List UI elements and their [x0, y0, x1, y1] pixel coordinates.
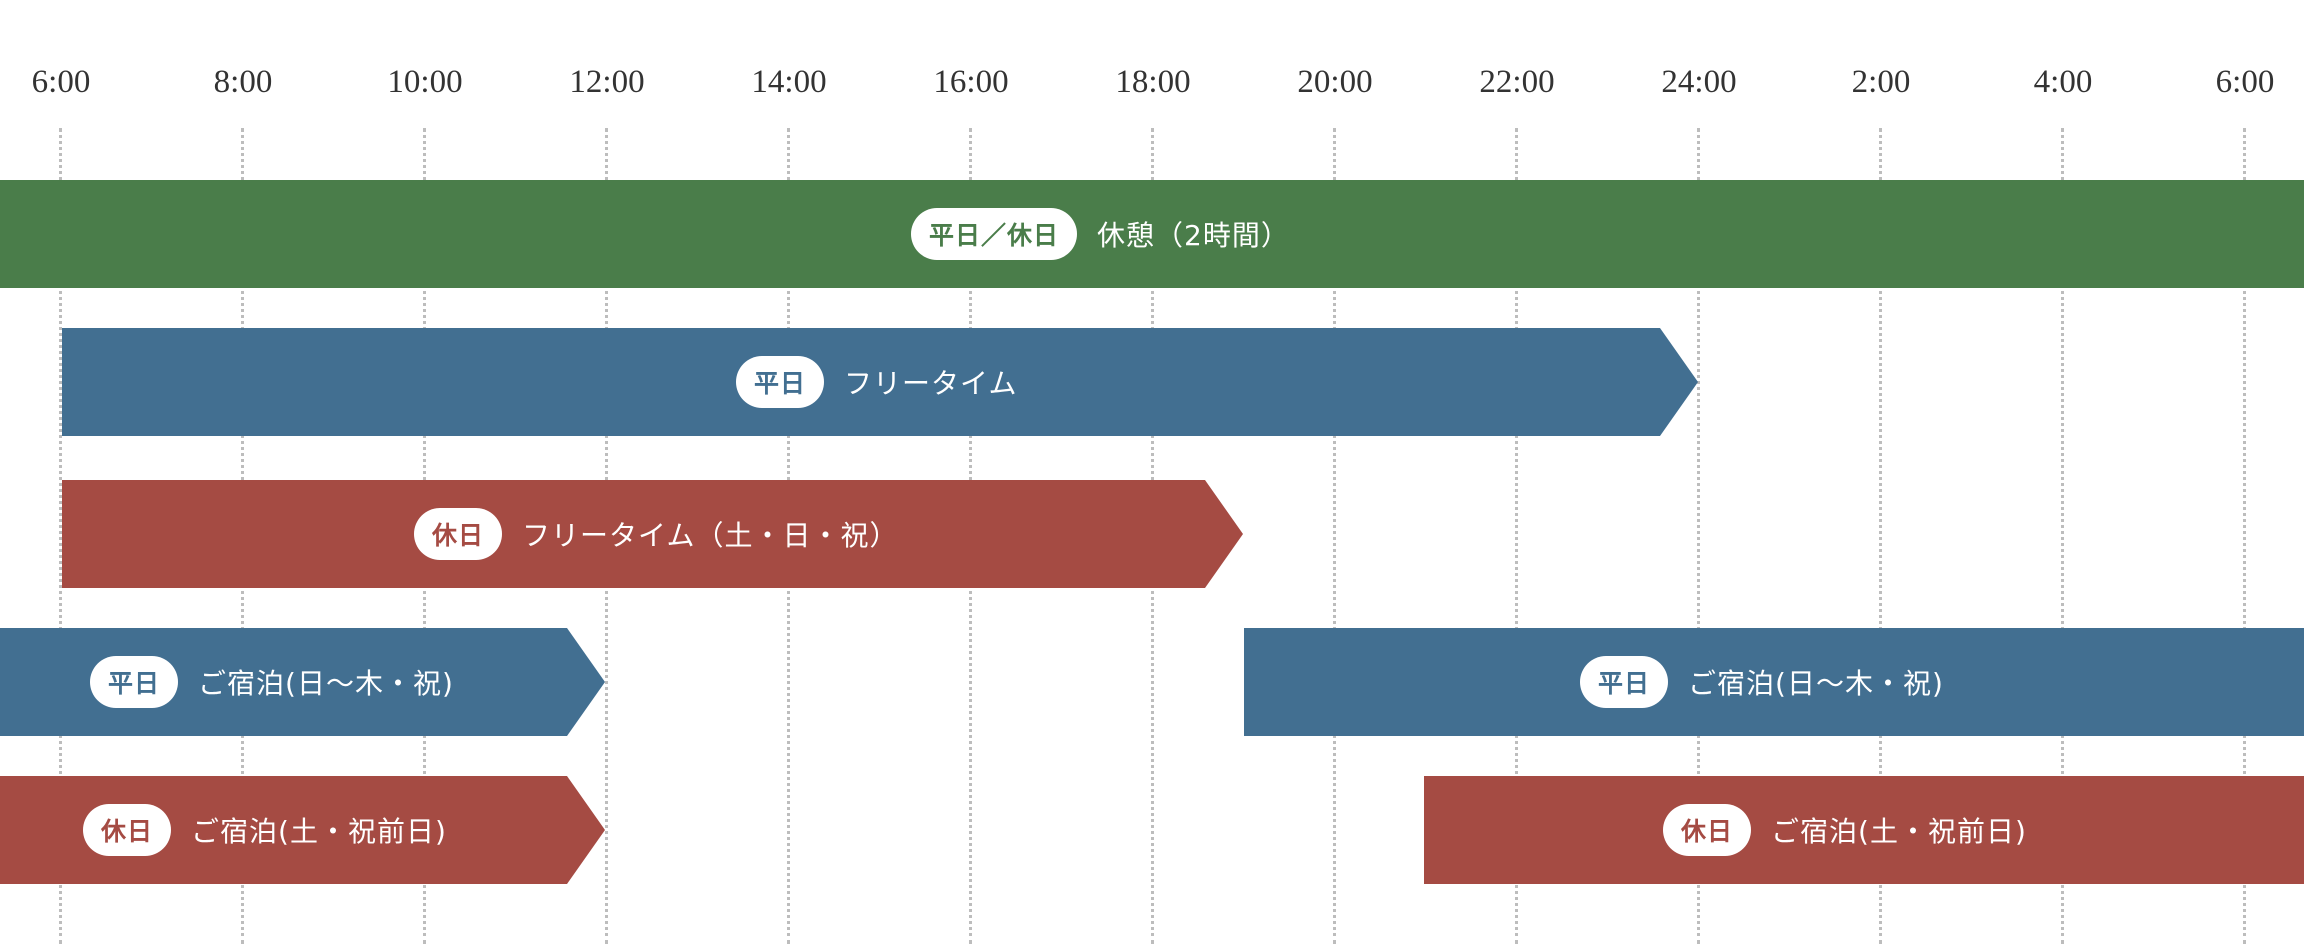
rest-bar: 平日／休日 休憩（2時間） [0, 180, 2304, 288]
holiday-badge: 休日 [414, 508, 502, 560]
weekday-stay-morning-label-group: 平日 ご宿泊(日〜木・祝) [90, 628, 454, 736]
tick-label-18: 18:00 [1115, 64, 1191, 100]
weekday-stay-morning-bar: 平日 ご宿泊(日〜木・祝) [0, 628, 605, 736]
tick-label-14: 14:00 [751, 64, 827, 100]
weekday-free-time-bar: 平日 フリータイム [62, 328, 1698, 436]
weekday-badge: 平日 [90, 656, 178, 708]
tick-label-22: 22:00 [1479, 64, 1555, 100]
rest-label: 休憩（2時間） [1097, 219, 1290, 252]
weekday-badge: 平日 [736, 356, 824, 408]
holiday-badge: 休日 [1663, 804, 1752, 856]
gridline [59, 128, 62, 944]
holiday-stay-night-bar: 休日 ご宿泊(土・祝前日) [1424, 776, 2304, 884]
tick-label-8: 8:00 [213, 64, 273, 100]
weekday-stay-label: ご宿泊(日〜木・祝) [198, 667, 454, 700]
rest-label-group: 平日／休日 休憩（2時間） [911, 180, 1290, 288]
gridline [1879, 128, 1882, 944]
tick-label-16: 16:00 [933, 64, 1009, 100]
tick-label-2: 2:00 [1851, 64, 1911, 100]
holiday-free-label: フリータイム（土・日・祝） [522, 519, 899, 552]
weekday-free-label: フリータイム [844, 367, 1018, 400]
holiday-badge: 休日 [83, 804, 171, 856]
weekday-free-label-group: 平日 フリータイム [736, 328, 1017, 436]
holiday-stay-morning-bar: 休日 ご宿泊(土・祝前日) [0, 776, 605, 884]
weekday-holiday-badge: 平日／休日 [911, 208, 1078, 260]
holiday-free-label-group: 休日 フリータイム（土・日・祝） [414, 480, 898, 588]
tick-label-12: 12:00 [569, 64, 645, 100]
holiday-stay-label: ご宿泊(土・祝前日) [1771, 815, 2027, 848]
holiday-stay-label: ご宿泊(土・祝前日) [191, 815, 447, 848]
weekday-stay-night-label-group: 平日 ご宿泊(日〜木・祝) [1580, 628, 1944, 736]
tick-label-10: 10:00 [387, 64, 463, 100]
tick-label-4: 4:00 [2033, 64, 2093, 100]
holiday-stay-morning-label-group: 休日 ご宿泊(土・祝前日) [83, 776, 447, 884]
weekday-badge: 平日 [1580, 656, 1669, 708]
gridline [1515, 128, 1518, 944]
gridline [1697, 128, 1700, 944]
weekday-stay-night-bar: 平日 ご宿泊(日〜木・祝) [1244, 628, 2304, 736]
tick-label-6-next: 6:00 [2215, 64, 2275, 100]
tick-label-24: 24:00 [1661, 64, 1737, 100]
weekday-stay-label: ご宿泊(日〜木・祝) [1688, 667, 1944, 700]
gridline [2061, 128, 2064, 944]
gridline [2243, 128, 2246, 944]
holiday-stay-night-label-group: 休日 ご宿泊(土・祝前日) [1663, 776, 2027, 884]
tick-label-6: 6:00 [31, 64, 91, 100]
holiday-free-time-bar: 休日 フリータイム（土・日・祝） [62, 480, 1243, 588]
gridline [1333, 128, 1336, 944]
tick-label-20: 20:00 [1297, 64, 1373, 100]
